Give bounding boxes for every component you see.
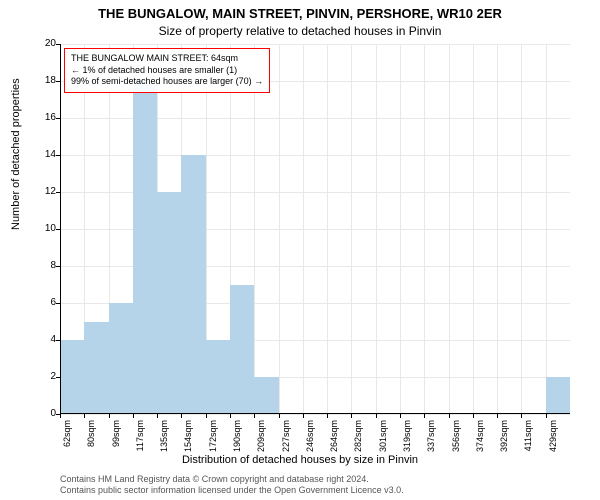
y-axis-label: Number of detached properties [10, 78, 22, 230]
x-tick [497, 414, 498, 418]
annotation-line: THE BUNGALOW MAIN STREET: 64sqm [71, 53, 263, 65]
annotation-box: THE BUNGALOW MAIN STREET: 64sqm← 1% of d… [64, 48, 270, 93]
annotation-line: 99% of semi-detached houses are larger (… [71, 76, 263, 88]
grid-line-v [303, 44, 304, 414]
y-tick [56, 303, 60, 304]
histogram-bar [157, 192, 181, 414]
grid-line-v [497, 44, 498, 414]
x-axis-label: Distribution of detached houses by size … [0, 454, 600, 466]
x-tick [303, 414, 304, 418]
x-tick [109, 414, 110, 418]
annotation-line: ← 1% of detached houses are smaller (1) [71, 65, 263, 77]
x-tick [230, 414, 231, 418]
chart-title-main: THE BUNGALOW, MAIN STREET, PINVIN, PERSH… [0, 6, 600, 21]
histogram-bar [206, 340, 230, 414]
x-tick [351, 414, 352, 418]
y-tick-label: 16 [45, 112, 56, 123]
y-tick [56, 266, 60, 267]
x-tick [424, 414, 425, 418]
grid-line-v [400, 44, 401, 414]
chart-container: THE BUNGALOW, MAIN STREET, PINVIN, PERSH… [0, 0, 600, 500]
y-tick [56, 192, 60, 193]
grid-line-h [60, 414, 570, 415]
y-tick [56, 155, 60, 156]
y-axis-line [60, 44, 61, 414]
chart-title-sub: Size of property relative to detached ho… [0, 24, 600, 38]
x-tick [206, 414, 207, 418]
credit-line-2: Contains public sector information licen… [60, 485, 404, 496]
grid-line-v [546, 44, 547, 414]
y-tick-label: 4 [50, 334, 56, 345]
y-tick-label: 6 [50, 297, 56, 308]
y-tick-label: 8 [50, 260, 56, 271]
y-tick [56, 229, 60, 230]
y-tick [56, 81, 60, 82]
y-tick-label: 10 [45, 223, 56, 234]
histogram-bar [546, 377, 570, 414]
histogram-bar [60, 340, 84, 414]
grid-line-v [376, 44, 377, 414]
y-tick-label: 18 [45, 75, 56, 86]
x-axis-line [60, 413, 570, 414]
x-tick [60, 414, 61, 418]
y-tick [56, 377, 60, 378]
x-tick [521, 414, 522, 418]
grid-line-v [521, 44, 522, 414]
y-tick [56, 118, 60, 119]
y-tick [56, 340, 60, 341]
y-tick-label: 0 [50, 408, 56, 419]
x-tick [84, 414, 85, 418]
x-tick [157, 414, 158, 418]
grid-line-v [279, 44, 280, 414]
plot-area: THE BUNGALOW MAIN STREET: 64sqm← 1% of d… [60, 44, 570, 414]
grid-line-v [254, 44, 255, 414]
x-tick [254, 414, 255, 418]
grid-line-h [60, 44, 570, 45]
y-tick-label: 2 [50, 371, 56, 382]
grid-line-v [424, 44, 425, 414]
x-tick [327, 414, 328, 418]
x-tick [546, 414, 547, 418]
y-tick-label: 20 [45, 38, 56, 49]
histogram-bar [254, 377, 278, 414]
credits: Contains HM Land Registry data © Crown c… [60, 474, 404, 496]
x-tick [181, 414, 182, 418]
grid-line-v [473, 44, 474, 414]
histogram-bar [181, 155, 205, 414]
y-tick-label: 14 [45, 149, 56, 160]
x-tick [400, 414, 401, 418]
x-tick [279, 414, 280, 418]
y-tick-label: 12 [45, 186, 56, 197]
credit-line-1: Contains HM Land Registry data © Crown c… [60, 474, 404, 485]
histogram-bar [109, 303, 133, 414]
x-tick [376, 414, 377, 418]
histogram-bar [133, 81, 157, 414]
grid-line-v [327, 44, 328, 414]
grid-line-v [449, 44, 450, 414]
grid-line-v [351, 44, 352, 414]
y-tick [56, 44, 60, 45]
x-tick [449, 414, 450, 418]
x-tick [133, 414, 134, 418]
histogram-bar [84, 322, 108, 415]
histogram-bar [230, 285, 254, 415]
x-tick [473, 414, 474, 418]
